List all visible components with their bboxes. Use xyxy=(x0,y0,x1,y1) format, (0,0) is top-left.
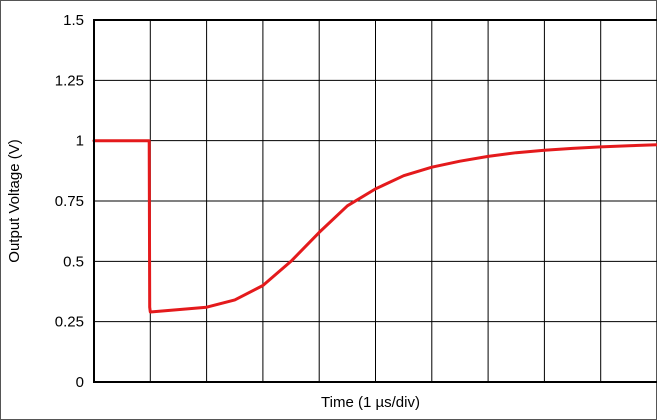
plot-area-border xyxy=(93,19,657,383)
output-voltage-line xyxy=(92,139,657,314)
series-group xyxy=(92,139,657,314)
y-tick-label: 1.25 xyxy=(55,72,84,89)
y-tick-label: 0.5 xyxy=(63,253,84,270)
y-tick-label: 1.5 xyxy=(63,12,84,29)
y-tick-label: 0 xyxy=(76,374,84,391)
y-tick-label: 0.75 xyxy=(55,193,84,210)
y-tick-labels: 0 0.25 0.5 0.75 1 1.25 1.5 xyxy=(55,12,84,391)
y-tick-label: 0.25 xyxy=(55,314,84,331)
y-axis-label: Output Voltage (V) xyxy=(6,139,23,262)
grid xyxy=(94,20,657,382)
x-axis-label: Time (1 µs/div) xyxy=(321,394,420,411)
y-tick-label: 1 xyxy=(76,133,84,150)
